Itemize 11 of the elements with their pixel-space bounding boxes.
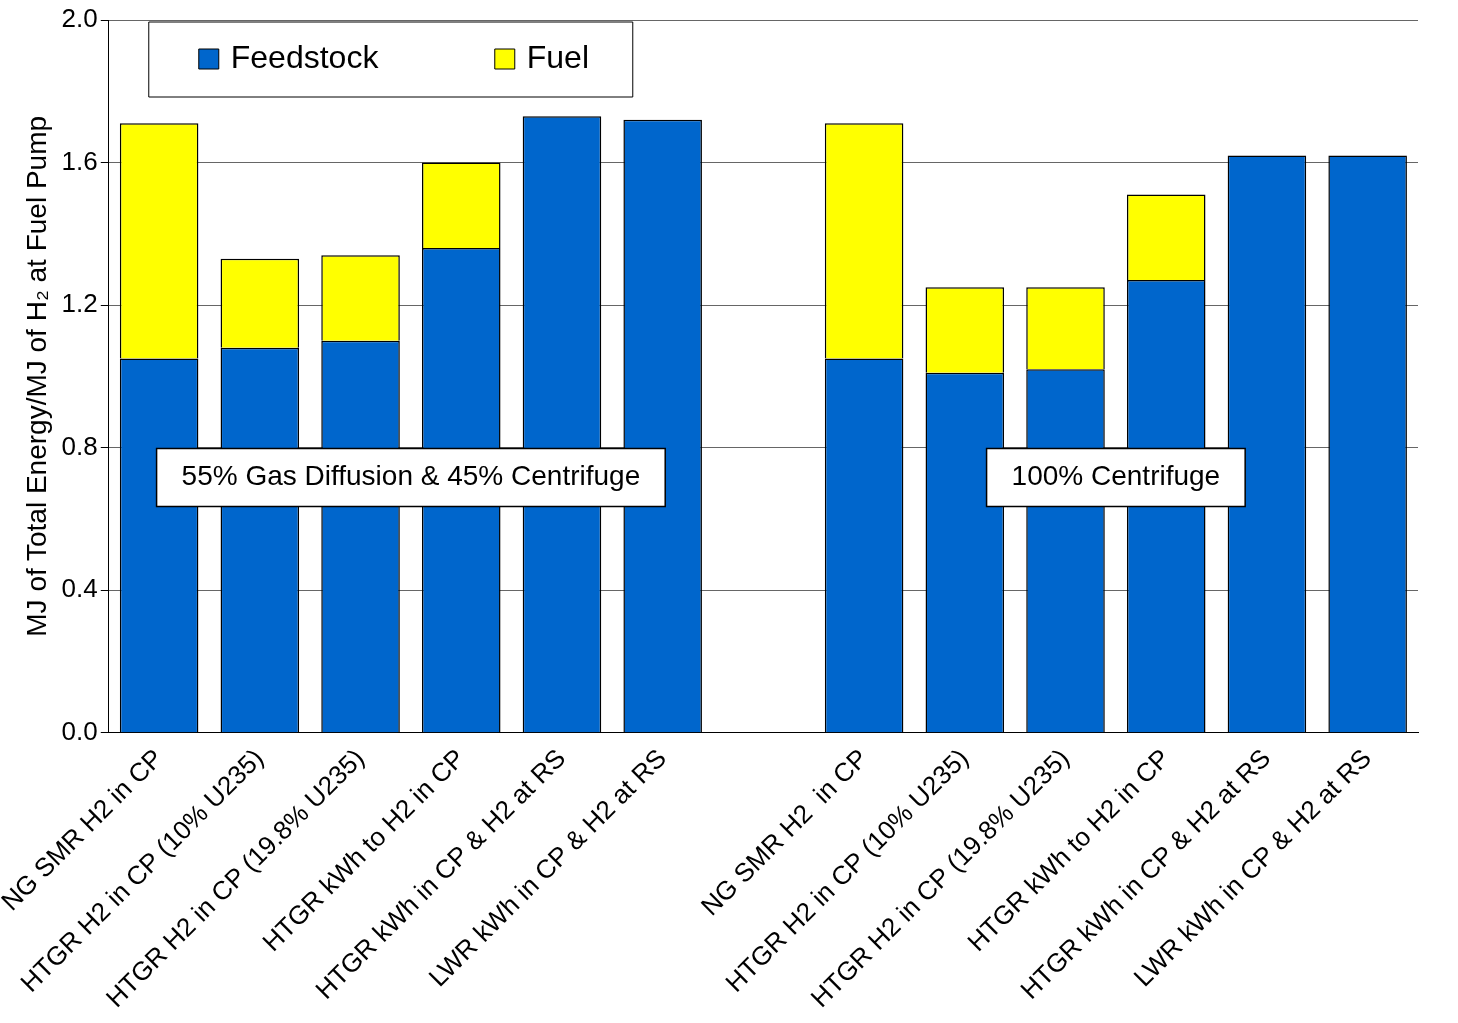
y-tick-label: 0.0 — [61, 715, 98, 746]
annotation: 100% Centrifuge — [1011, 460, 1221, 492]
annotation: 55% Gas Diffusion & 45% Centrifuge — [181, 460, 641, 492]
y-tick-label: 1.6 — [61, 145, 98, 176]
legend-label: Fuel — [526, 38, 590, 75]
y-tick-label: 2.0 — [61, 3, 98, 34]
y-tick-label: 1.2 — [61, 288, 98, 319]
y-tick-label: 0.8 — [61, 430, 98, 461]
legend-label: Feedstock — [230, 38, 380, 75]
y-tick-label: 0.4 — [61, 573, 98, 604]
y-axis-title: MJ of Total Energy/MJ of H₂ at Fuel Pump — [20, 115, 52, 637]
